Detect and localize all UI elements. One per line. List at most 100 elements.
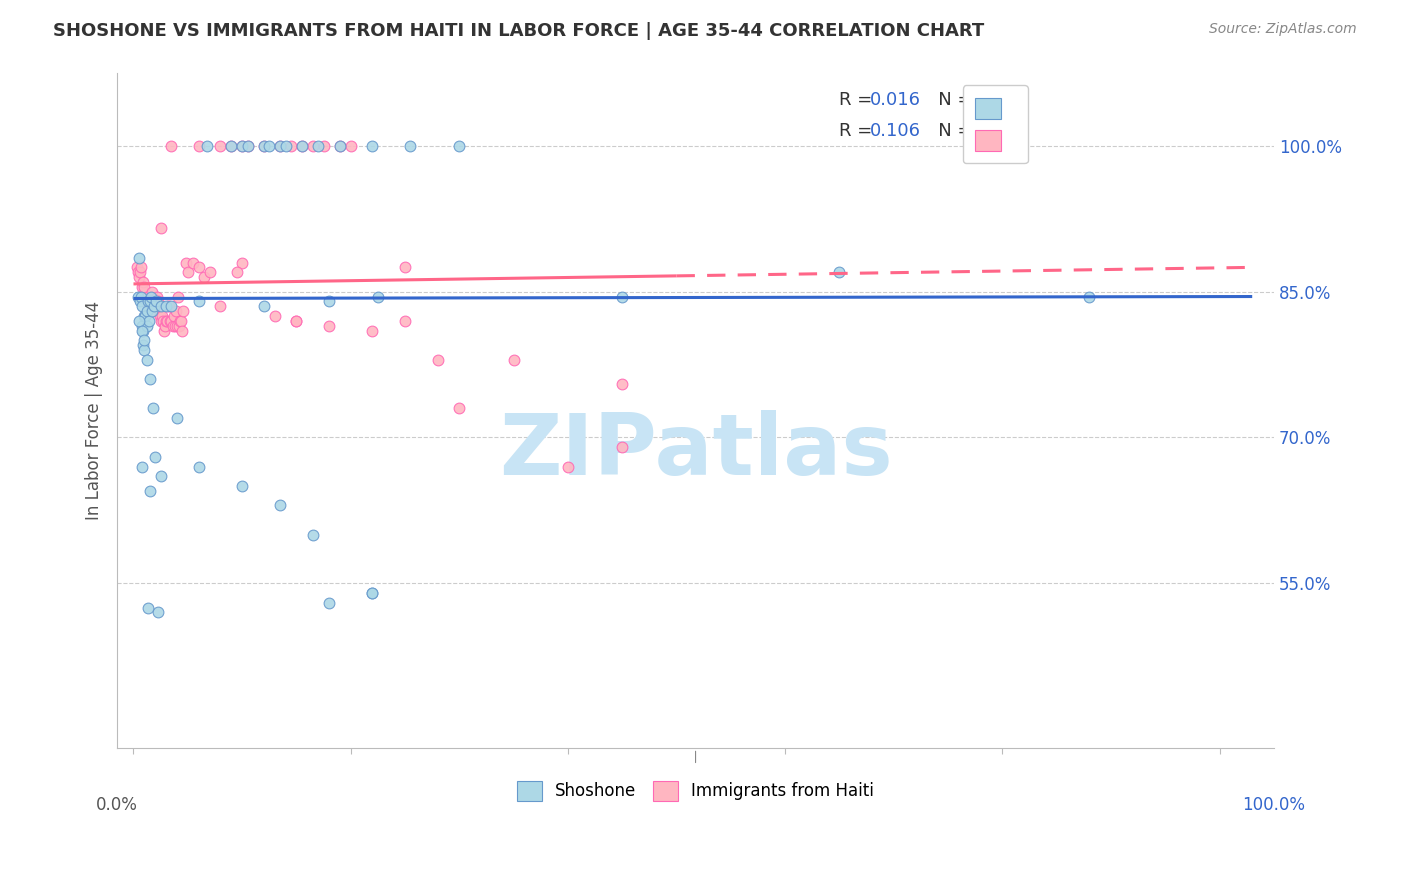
Point — [160, 139, 183, 153]
Point — [269, 499, 291, 513]
Point — [134, 309, 156, 323]
Text: ZIPatlas: ZIPatlas — [499, 409, 893, 492]
Point — [136, 294, 159, 309]
Point — [367, 289, 389, 303]
Point — [187, 294, 209, 309]
Point — [329, 139, 352, 153]
Point — [280, 139, 302, 153]
Point — [160, 299, 183, 313]
Point — [149, 469, 172, 483]
Point — [135, 289, 157, 303]
Point — [170, 314, 193, 328]
Point — [131, 459, 153, 474]
Point — [612, 289, 634, 303]
Point — [131, 324, 153, 338]
Point — [1078, 289, 1101, 303]
Text: Source: ZipAtlas.com: Source: ZipAtlas.com — [1209, 22, 1357, 37]
Point — [129, 260, 152, 275]
Point — [135, 352, 157, 367]
Point — [394, 314, 416, 328]
Point — [426, 352, 449, 367]
Point — [163, 318, 186, 333]
Point — [167, 289, 190, 303]
Point — [177, 265, 200, 279]
Point — [169, 314, 191, 328]
Point — [139, 372, 162, 386]
Point — [174, 255, 197, 269]
Point — [318, 318, 340, 333]
Point — [157, 299, 180, 313]
Point — [148, 606, 170, 620]
Point — [557, 459, 579, 474]
Point — [149, 314, 172, 328]
Point — [138, 314, 160, 328]
Point — [253, 139, 276, 153]
Point — [155, 299, 177, 313]
Point — [187, 459, 209, 474]
Text: SHOSHONE VS IMMIGRANTS FROM HAITI IN LABOR FORCE | AGE 35-44 CORRELATION CHART: SHOSHONE VS IMMIGRANTS FROM HAITI IN LAB… — [53, 22, 984, 40]
Point — [129, 265, 152, 279]
Point — [153, 318, 176, 333]
Text: 0.016: 0.016 — [870, 91, 921, 109]
Point — [139, 294, 162, 309]
Point — [131, 318, 153, 333]
Point — [165, 304, 187, 318]
Point — [132, 275, 155, 289]
Point — [166, 318, 188, 333]
Point — [145, 294, 167, 309]
Point — [128, 270, 150, 285]
Point — [139, 483, 162, 498]
Point — [361, 586, 384, 600]
Point — [193, 270, 215, 285]
Point — [318, 596, 340, 610]
Point — [149, 299, 172, 313]
Point — [219, 139, 242, 153]
Point — [231, 479, 253, 493]
Point — [231, 139, 253, 153]
Point — [132, 324, 155, 338]
Point — [139, 289, 162, 303]
Point — [145, 294, 167, 309]
Point — [146, 289, 169, 303]
Point — [236, 139, 259, 153]
Point — [141, 285, 163, 299]
Text: N =: N = — [921, 91, 979, 109]
Text: 81: 81 — [965, 121, 987, 140]
Point — [167, 318, 190, 333]
Point — [150, 309, 173, 323]
Text: R =: R = — [839, 91, 877, 109]
Text: 100.0%: 100.0% — [1243, 796, 1305, 814]
Point — [318, 294, 340, 309]
Legend: Shoshone, Immigrants from Haiti: Shoshone, Immigrants from Haiti — [510, 774, 882, 807]
Point — [129, 289, 152, 303]
Point — [253, 299, 276, 313]
Point — [131, 280, 153, 294]
Point — [231, 255, 253, 269]
Point — [159, 314, 181, 328]
Point — [135, 304, 157, 318]
Point — [127, 289, 149, 303]
Point — [127, 265, 149, 279]
Point — [274, 139, 297, 153]
Point — [361, 139, 384, 153]
Point — [138, 299, 160, 313]
Point — [134, 294, 156, 309]
Point — [143, 450, 166, 464]
Point — [142, 294, 165, 309]
Point — [163, 309, 186, 323]
Text: 37: 37 — [965, 91, 987, 109]
Point — [157, 299, 180, 313]
Point — [142, 401, 165, 416]
Point — [136, 600, 159, 615]
Point — [253, 139, 276, 153]
Point — [285, 314, 308, 328]
Point — [132, 338, 155, 352]
Point — [236, 139, 259, 153]
Point — [155, 314, 177, 328]
Point — [148, 309, 170, 323]
Point — [361, 586, 384, 600]
Point — [141, 304, 163, 318]
Point — [225, 265, 247, 279]
Point — [162, 318, 184, 333]
Point — [394, 260, 416, 275]
